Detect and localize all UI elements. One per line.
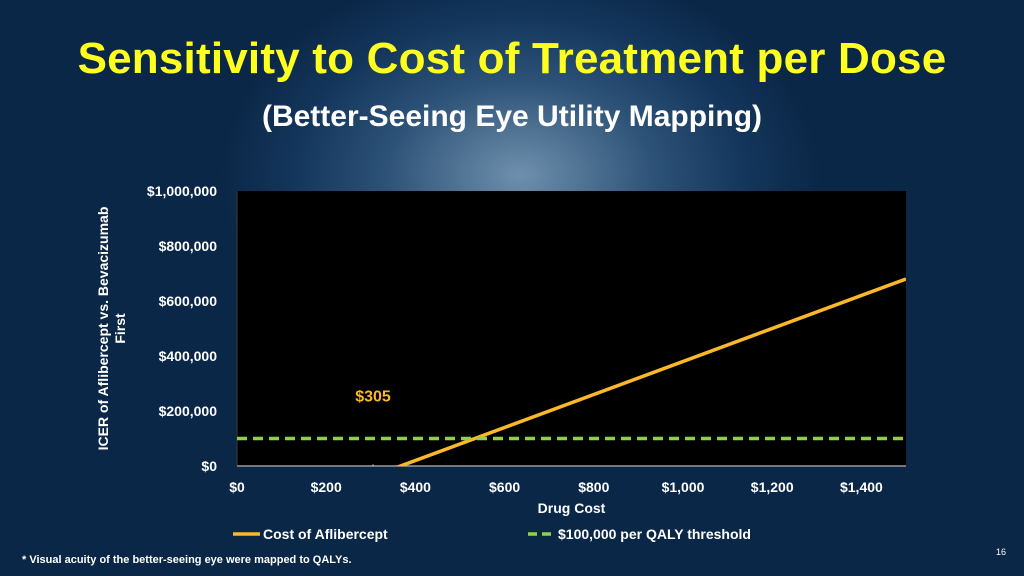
slide-title: Sensitivity to Cost of Treatment per Dos… [77, 34, 947, 83]
x-tick-label: $800 [578, 479, 609, 495]
y-tick-label: $200,000 [159, 403, 218, 419]
x-tick-label: $200 [311, 479, 342, 495]
y-tick-label: $600,000 [159, 293, 218, 309]
x-tick-label: $600 [489, 479, 520, 495]
x-tick-label: $1,400 [840, 479, 883, 495]
y-axis-title: ICER of Aflibercept vs. BevacizumabFirst [95, 207, 128, 451]
y-tick-label: $800,000 [159, 238, 218, 254]
x-axis-title: Drug Cost [538, 500, 606, 516]
y-tick-label: $400,000 [159, 348, 218, 364]
x-tick-label: $1,200 [751, 479, 794, 495]
legend-label: Cost of Aflibercept [263, 526, 388, 542]
annotation-label: $305 [355, 389, 391, 406]
slide-subtitle: (Better-Seeing Eye Utility Mapping) [261, 100, 763, 133]
footnote: * Visual acuity of the better-seeing eye… [22, 554, 352, 566]
page-number: 16 [996, 547, 1007, 557]
x-tick-label: $0 [229, 479, 245, 495]
y-tick-label: $0 [201, 458, 217, 474]
x-tick-label: $400 [400, 479, 431, 495]
x-tick-label: $1,000 [662, 479, 705, 495]
y-tick-label: $1,000,000 [147, 183, 217, 199]
aflibercept-series-line [395, 277, 906, 466]
legend-label: $100,000 per QALY threshold [558, 526, 751, 542]
plot-area [237, 191, 906, 466]
